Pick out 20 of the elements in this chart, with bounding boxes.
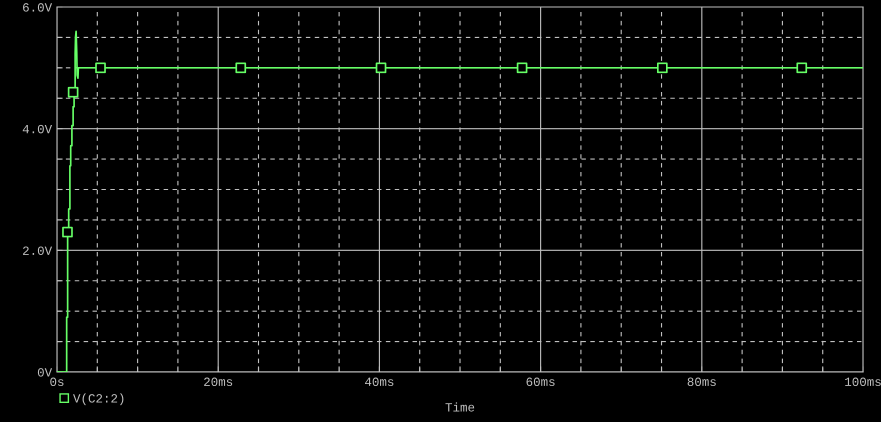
x-axis-title: Time: [445, 402, 474, 412]
legend-label: V(C2:2): [73, 393, 124, 406]
x-tick-label: 40ms: [365, 378, 394, 386]
x-tick-label: 100ms: [845, 378, 881, 386]
point: [656, 62, 668, 74]
point: [62, 226, 73, 238]
y-tick-label: 0V: [38, 368, 52, 377]
y-tick-label: 4.0V: [22, 124, 52, 134]
point: [796, 62, 808, 74]
point: [376, 62, 386, 74]
point: [235, 62, 246, 74]
x-tick-label: 20ms: [204, 378, 232, 386]
point: [68, 86, 78, 98]
y-tick-label: 2.0V: [23, 246, 52, 255]
y-tick-label: 6.0V: [23, 3, 52, 12]
point: [95, 62, 106, 74]
x-tick-label: 60ms: [526, 378, 555, 386]
point: [516, 62, 528, 74]
x-tick-label: 0s: [50, 378, 64, 386]
x-tick-label: 80ms: [688, 378, 716, 386]
